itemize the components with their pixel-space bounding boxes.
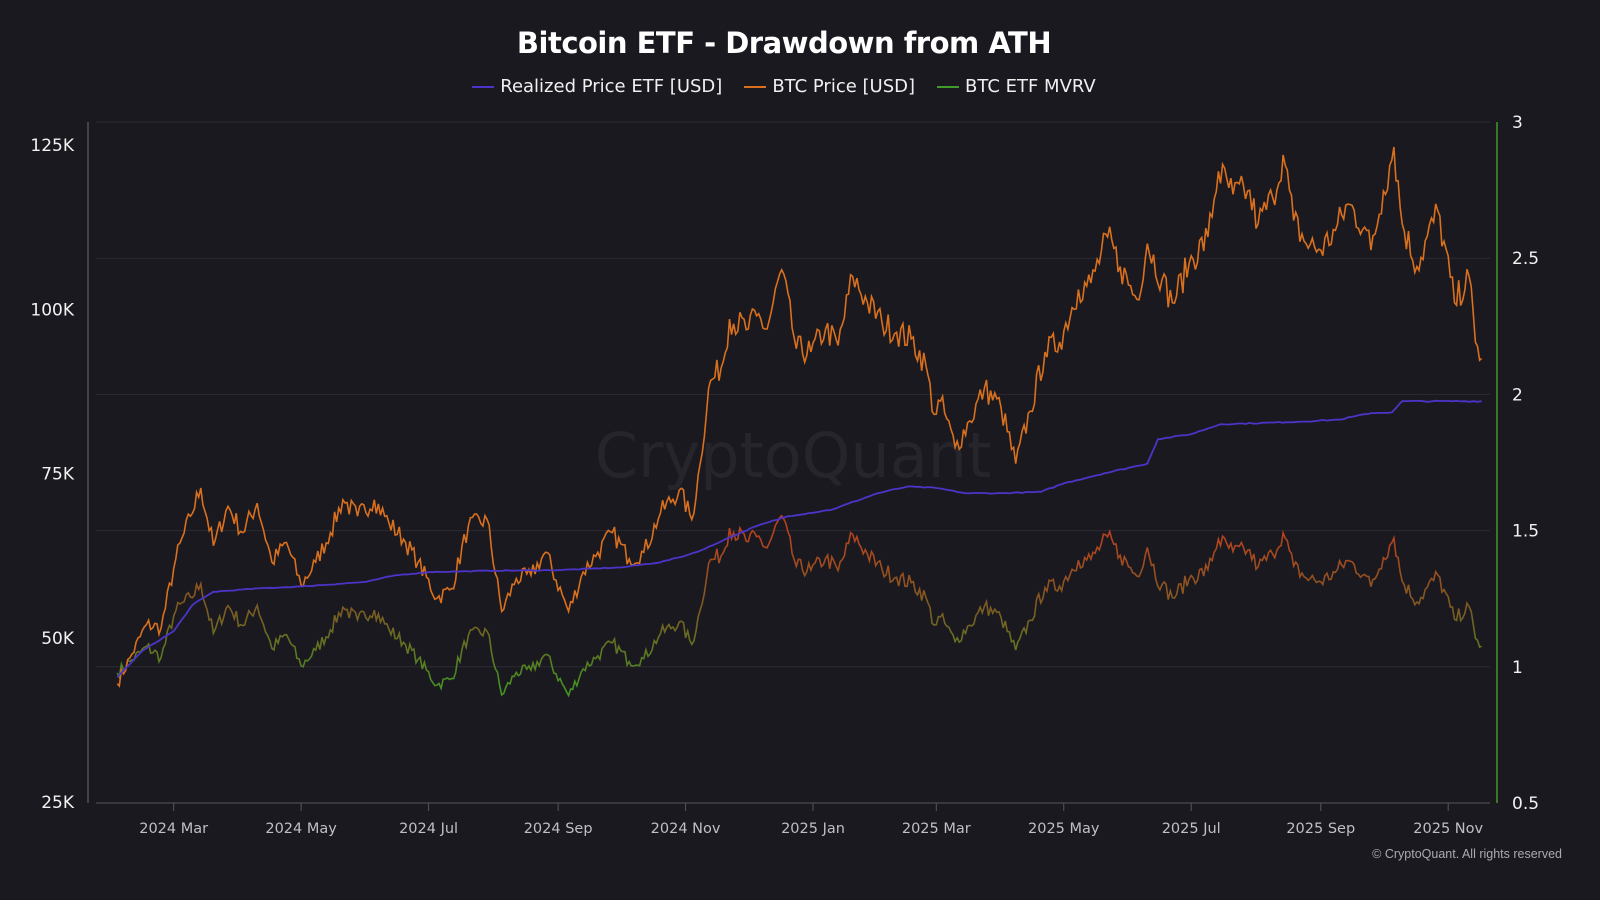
right-axis-tick-label: 1 [1512,658,1523,678]
left-axis-tick-label: 50K [41,629,75,649]
x-axis-tick-label: 2025 Jul [1162,821,1221,837]
left-axis-tick-label: 75K [41,465,75,485]
x-axis-tick-label: 2024 Sep [524,821,593,837]
x-axis-tick-label: 2025 Nov [1413,821,1483,837]
x-axis-tick-label: 2025 May [1028,821,1100,837]
watermark: CryptoQuant [595,419,992,492]
x-axis-tick-label: 2025 Jan [781,821,845,837]
legend-swatch-price [744,85,767,88]
copyright-credit: © CryptoQuant. All rights reserved [1372,847,1562,861]
x-axis-tick-label: 2024 Nov [651,821,721,837]
right-axis-tick-label: 2.5 [1512,249,1539,269]
left-axis-tick-label: 100K [30,300,74,320]
right-axis-tick-label: 0.5 [1512,794,1539,814]
series-line-btc-etf-mvrv [116,514,1482,698]
x-axis-tick-label: 2025 Mar [902,821,971,837]
legend-label-realized: Realized Price ETF [USD] [500,76,723,97]
legend-label-mvrv: BTC ETF MVRV [965,76,1096,97]
legend-label-price: BTC Price [USD] [772,76,916,97]
chart-title: Bitcoin ETF - Drawdown from ATH [516,26,1052,60]
legend-item-realized[interactable]: Realized Price ETF [USD] [472,76,722,97]
legend-item-mvrv[interactable]: BTC ETF MVRV [937,76,1096,97]
series-line-btc-price [116,146,1483,688]
left-axis-tick-label: 25K [41,793,75,813]
series-line-realized-price-etf [116,399,1482,678]
right-axis-tick-label: 2 [1512,385,1523,405]
right-axis-tick-label: 1.5 [1512,522,1539,542]
x-axis-tick-label: 2024 Jul [399,821,458,837]
x-axis-tick-label: 2025 Sep [1286,821,1355,837]
right-axis-tick-label: 3 [1512,113,1523,133]
x-axis-tick-label: 2024 May [265,821,337,837]
x-axis-tick-label: 2024 Mar [139,821,208,837]
legend-swatch-realized [472,85,495,88]
left-axis-tick-label: 125K [30,136,74,156]
legend-item-price[interactable]: BTC Price [USD] [744,76,915,97]
legend-swatch-mvrv [937,85,960,88]
legend: Realized Price ETF [USD] BTC Price [USD]… [0,76,1568,97]
